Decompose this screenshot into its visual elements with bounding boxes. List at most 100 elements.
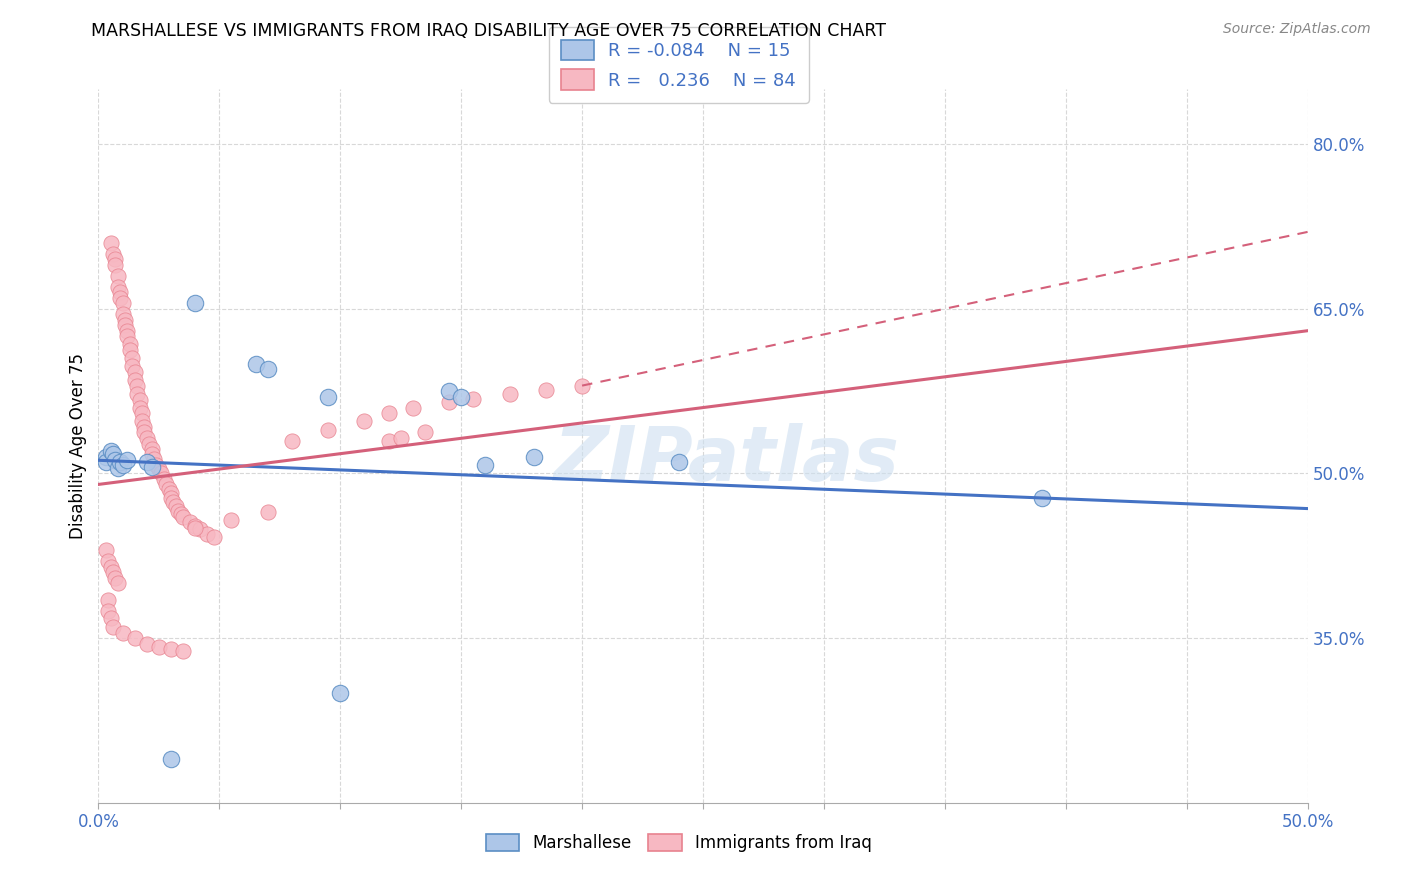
Point — [160, 486, 183, 500]
Point — [169, 507, 191, 521]
Point — [165, 500, 187, 514]
Point — [111, 625, 134, 640]
Point — [104, 258, 127, 272]
Point — [100, 235, 122, 250]
Point — [104, 453, 127, 467]
Point — [389, 431, 412, 445]
Point — [145, 458, 167, 472]
Point — [134, 425, 156, 439]
Point — [101, 620, 124, 634]
Point — [668, 455, 690, 469]
Point — [141, 447, 163, 461]
Point — [402, 401, 425, 415]
Point — [160, 752, 183, 766]
Point — [107, 280, 129, 294]
Point — [128, 392, 150, 407]
Point — [204, 530, 226, 544]
Point — [437, 384, 460, 398]
Point — [114, 318, 136, 333]
Point — [124, 366, 146, 380]
Text: MARSHALLESE VS IMMIGRANTS FROM IRAQ DISABILITY AGE OVER 75 CORRELATION CHART: MARSHALLESE VS IMMIGRANTS FROM IRAQ DISA… — [91, 22, 886, 40]
Point — [118, 343, 141, 358]
Point — [127, 378, 149, 392]
Point — [157, 482, 180, 496]
Point — [463, 392, 485, 406]
Point — [97, 592, 120, 607]
Point — [97, 554, 120, 568]
Point — [94, 450, 117, 464]
Point — [101, 447, 124, 461]
Point — [221, 512, 243, 526]
Point — [121, 351, 143, 366]
Point — [124, 631, 146, 645]
Point — [101, 566, 124, 580]
Point — [117, 329, 139, 343]
Point — [107, 461, 129, 475]
Point — [150, 467, 173, 481]
Point — [121, 359, 143, 373]
Point — [1031, 491, 1053, 505]
Point — [108, 455, 131, 469]
Point — [437, 395, 460, 409]
Point — [316, 423, 339, 437]
Point — [377, 434, 399, 448]
Point — [281, 434, 304, 448]
Point — [353, 414, 375, 428]
Point — [94, 455, 117, 469]
Point — [127, 387, 149, 401]
Point — [131, 406, 153, 420]
Point — [498, 387, 520, 401]
Point — [184, 519, 207, 533]
Point — [316, 390, 339, 404]
Point — [474, 458, 496, 472]
Point — [134, 420, 156, 434]
Point — [172, 644, 194, 658]
Point — [117, 324, 139, 338]
Point — [141, 459, 163, 474]
Point — [329, 686, 352, 700]
Point — [100, 444, 122, 458]
Point — [131, 414, 153, 428]
Point — [141, 442, 163, 457]
Text: Source: ZipAtlas.com: Source: ZipAtlas.com — [1223, 22, 1371, 37]
Point — [118, 337, 141, 351]
Point — [534, 383, 557, 397]
Point — [172, 510, 194, 524]
Point — [128, 401, 150, 415]
Point — [160, 642, 183, 657]
Point — [111, 307, 134, 321]
Y-axis label: Disability Age Over 75: Disability Age Over 75 — [69, 353, 87, 539]
Point — [100, 559, 122, 574]
Point — [100, 611, 122, 625]
Point — [188, 523, 211, 537]
Point — [135, 431, 157, 445]
Point — [135, 455, 157, 469]
Point — [256, 505, 278, 519]
Point — [107, 576, 129, 591]
Point — [377, 406, 399, 420]
Point — [108, 291, 131, 305]
Point — [101, 247, 124, 261]
Point — [413, 425, 436, 439]
Point — [143, 452, 166, 467]
Point — [111, 458, 134, 472]
Point — [179, 515, 201, 529]
Point — [167, 504, 190, 518]
Point — [97, 604, 120, 618]
Point — [124, 373, 146, 387]
Point — [155, 477, 177, 491]
Point — [152, 472, 174, 486]
Point — [107, 268, 129, 283]
Point — [114, 312, 136, 326]
Point — [523, 450, 546, 464]
Point — [111, 296, 134, 310]
Text: ZIPatlas: ZIPatlas — [554, 424, 900, 497]
Point — [135, 637, 157, 651]
Point — [108, 285, 131, 300]
Point — [148, 640, 170, 654]
Legend: Marshallese, Immigrants from Iraq: Marshallese, Immigrants from Iraq — [479, 827, 879, 859]
Point — [104, 571, 127, 585]
Point — [256, 362, 278, 376]
Point — [117, 453, 139, 467]
Point — [245, 357, 267, 371]
